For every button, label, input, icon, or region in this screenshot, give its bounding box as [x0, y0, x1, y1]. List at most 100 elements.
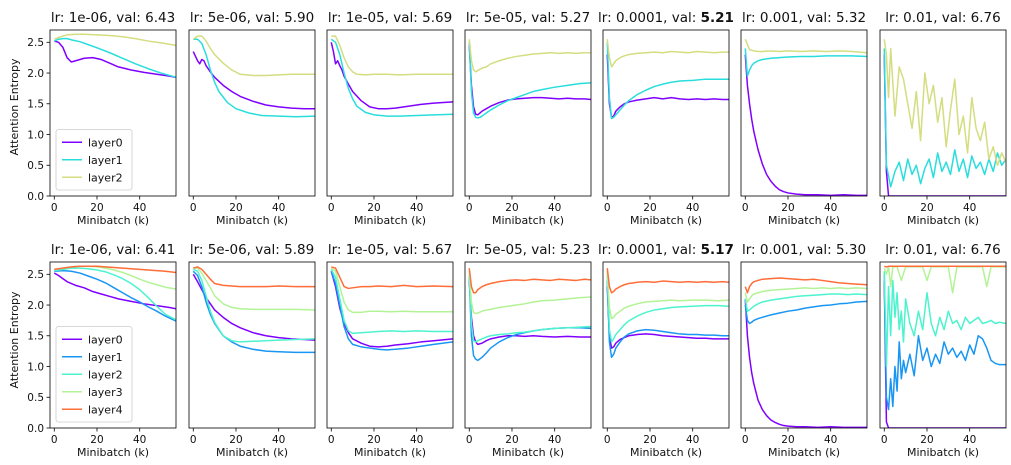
y-tick-label: 0.0 [27, 423, 44, 435]
series-line-layer2 [468, 274, 591, 343]
subplot-title-prefix: lr: 1e-05, val: [328, 242, 422, 258]
subplot-title-value: 6.43 [145, 10, 175, 26]
x-tick-label: 0 [604, 434, 611, 446]
plot-frame [879, 29, 1007, 197]
x-tick-label: 40 [133, 434, 146, 446]
x-tick-label: 0 [51, 202, 58, 214]
series-line-layer0 [330, 271, 453, 348]
series-line-layer0 [744, 54, 867, 196]
plot-frame [602, 261, 730, 429]
x-axis-label: Minibatch (k) [630, 446, 702, 459]
subplot-title-value: 5.17 [701, 242, 734, 258]
x-axis-label: Minibatch (k) [630, 214, 702, 227]
y-tick-label: 1.0 [27, 361, 44, 373]
series-line-layer0 [192, 51, 315, 110]
x-tick-label: 0 [881, 202, 888, 214]
subplot-title-value: 5.21 [701, 10, 734, 26]
series-line-layer4 [54, 265, 176, 274]
x-tick-label: 20 [920, 202, 933, 214]
x-tick-label: 40 [686, 434, 699, 446]
plot-frame [464, 261, 592, 429]
series-line-layer0 [606, 54, 729, 119]
plot-frame [49, 29, 177, 197]
series-line-layer3 [744, 287, 867, 303]
x-tick-label: 20 [781, 202, 794, 214]
series-line-layer4 [193, 266, 315, 288]
x-axis-label: Minibatch (k) [216, 214, 288, 227]
series-line-layer1 [468, 42, 591, 119]
x-tick-label: 20 [90, 202, 103, 214]
plot-frame [464, 29, 592, 197]
series-line-layer1 [193, 38, 315, 118]
subplot-title-value: 5.90 [284, 10, 314, 26]
series-line-layer2 [744, 293, 867, 312]
plot-frame [602, 29, 730, 197]
series-line-layer2 [192, 268, 315, 343]
x-tick-label: 0 [881, 434, 888, 446]
y-axis-label-bottom: Attention Entropy [8, 291, 21, 388]
legend-label-layer2: layer2 [88, 171, 123, 184]
x-tick-label: 20 [229, 202, 242, 214]
subplot-title: lr: 5e-06, val: 5.89 [190, 242, 314, 258]
series-line-layer1 [330, 38, 453, 117]
x-tick-label: 0 [190, 202, 197, 214]
y-tick-label: 0.0 [27, 191, 44, 203]
x-tick-label: 40 [548, 202, 561, 214]
plot-frame [740, 29, 868, 197]
subplot-title: lr: 1e-05, val: 5.69 [328, 10, 452, 26]
subplot-title: lr: 5e-05, val: 5.27 [466, 10, 590, 26]
series-line-layer4 [468, 268, 591, 294]
subplot-title-prefix: lr: 1e-05, val: [328, 10, 422, 26]
series-line-layer1 [744, 300, 867, 325]
x-tick-label: 40 [410, 202, 423, 214]
legend-label-layer1: layer1 [88, 351, 123, 364]
series-line-layer1 [606, 280, 729, 359]
y-tick-label: 1.5 [27, 331, 44, 343]
x-tick-label: 40 [824, 202, 837, 214]
series-line-layer3 [883, 266, 1006, 294]
x-tick-label: 0 [328, 434, 335, 446]
series-line-layer0 [54, 40, 176, 79]
legend-label-layer2: layer2 [88, 368, 123, 381]
legend-label-layer4: layer4 [88, 403, 123, 416]
series-line-layer0 [468, 45, 591, 116]
subplot-title: lr: 1e-06, val: 6.41 [51, 242, 175, 258]
x-tick-label: 40 [272, 434, 285, 446]
subplot-title: lr: 0.001, val: 5.30 [742, 242, 866, 258]
x-tick-label: 20 [229, 434, 242, 446]
series-line-layer1 [606, 42, 729, 120]
x-tick-label: 20 [643, 202, 656, 214]
legend-label-layer1: layer1 [88, 154, 123, 167]
legend-box [55, 326, 133, 423]
subplot-title-prefix: lr: 5e-06, val: [190, 10, 284, 26]
series-line-layer4 [744, 277, 867, 294]
subplot-title-prefix: lr: 0.001, val: [742, 10, 836, 26]
series-line-layer1 [883, 48, 1006, 188]
y-tick-label: 0.5 [27, 392, 44, 404]
series-line-layer3 [193, 267, 315, 311]
series-line-layer2 [192, 35, 315, 77]
series-line-layer2 [331, 35, 453, 76]
x-tick-label: 20 [505, 434, 518, 446]
y-tick-label: 0.5 [27, 160, 44, 172]
series-line-layer4 [884, 265, 1006, 268]
series-line-layer1 [330, 270, 453, 351]
subplot-title-prefix: lr: 0.0001, val: [598, 10, 701, 26]
x-axis-label: Minibatch (k) [354, 214, 426, 227]
y-tick-label: 1.5 [27, 99, 44, 111]
legend-label-layer0: layer0 [88, 333, 123, 346]
x-tick-label: 20 [920, 434, 933, 446]
series-line-layer2 [54, 267, 176, 321]
x-tick-label: 40 [963, 434, 976, 446]
plot-frame [188, 261, 316, 429]
subplot-title: lr: 1e-05, val: 5.67 [328, 242, 452, 258]
subplot-title-value: 5.32 [836, 10, 866, 26]
x-axis-label: Minibatch (k) [768, 446, 840, 459]
x-tick-label: 40 [410, 434, 423, 446]
series-line-layer0 [330, 42, 453, 110]
subplot-title-prefix: lr: 1e-06, val: [51, 242, 145, 258]
